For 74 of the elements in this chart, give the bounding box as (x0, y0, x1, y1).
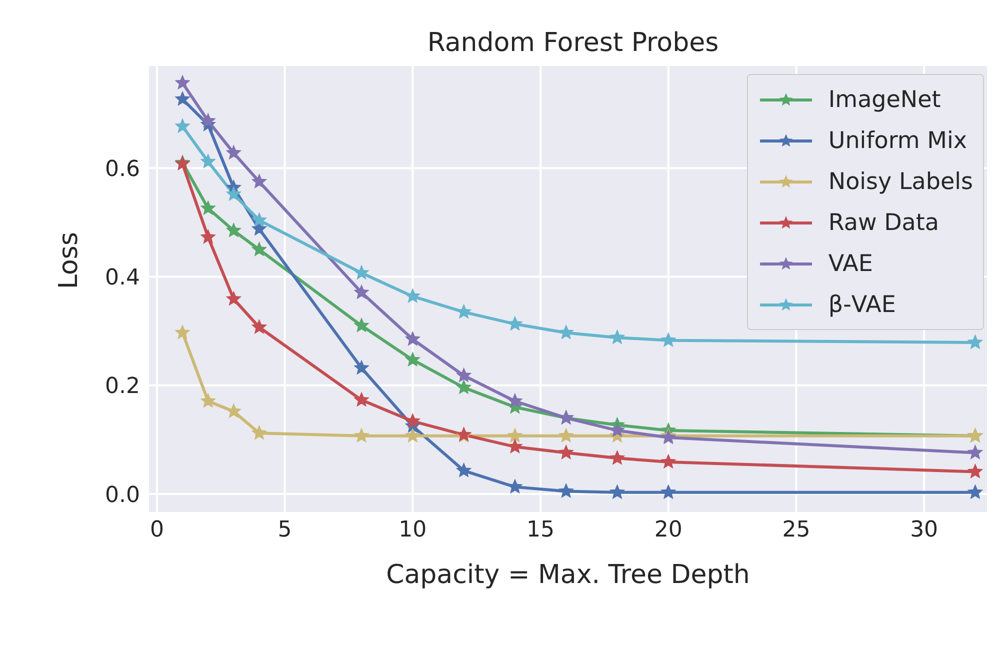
point (558, 428, 574, 442)
x-tick-label: 15 (526, 518, 555, 543)
point (354, 428, 369, 442)
point (226, 292, 241, 306)
point (610, 330, 624, 344)
point (406, 428, 420, 442)
x-tick-label: 10 (398, 518, 427, 543)
point (226, 145, 241, 160)
point (456, 463, 471, 477)
point (175, 75, 190, 90)
point (175, 325, 190, 339)
legend-label: β-VAE (828, 292, 896, 318)
legend-label: VAE (828, 250, 873, 276)
y-tick-label: 0.2 (105, 374, 140, 400)
point (610, 484, 624, 499)
legend-label: ImageNet (828, 86, 941, 112)
point (456, 304, 471, 318)
point (558, 325, 574, 339)
point (968, 445, 982, 459)
point (200, 200, 216, 215)
point (406, 332, 420, 346)
point (200, 113, 216, 128)
point (456, 368, 471, 382)
point (661, 454, 676, 468)
point (252, 212, 266, 226)
x-tick-label: 20 (654, 518, 682, 543)
point (558, 445, 574, 459)
point (252, 426, 266, 440)
point (406, 414, 420, 428)
point (508, 479, 522, 494)
point (200, 230, 216, 244)
point (456, 380, 471, 394)
point (406, 288, 420, 302)
point (508, 316, 522, 330)
point (610, 450, 624, 464)
point (252, 242, 266, 256)
point (508, 439, 522, 453)
point (354, 360, 369, 374)
y-tick-label: 0.4 (105, 266, 140, 291)
point (354, 318, 369, 332)
point (252, 320, 266, 334)
point (661, 484, 676, 499)
y-tick-label: 0.0 (105, 482, 140, 508)
point (968, 464, 982, 478)
legend-label: Noisy Labels (828, 168, 973, 194)
point (226, 404, 241, 418)
chart-title: Random Forest Probes (426, 28, 720, 58)
point (968, 334, 982, 349)
legend-label: Uniform Mix (828, 128, 967, 154)
point (175, 92, 190, 106)
point (252, 174, 266, 188)
x-tick-label: 25 (782, 518, 810, 543)
x-tick-label: 5 (278, 518, 292, 543)
point (508, 428, 522, 442)
x-axis-title: Capacity = Max. Tree Depth (386, 560, 750, 590)
point (226, 223, 241, 237)
point (558, 484, 574, 498)
legend-label: Raw Data (828, 210, 939, 236)
point (661, 332, 676, 346)
y-axis-title: Loss (54, 232, 84, 289)
point (175, 118, 190, 133)
point (508, 394, 522, 408)
point (968, 484, 982, 499)
y-tick-label: 0.6 (105, 156, 140, 182)
point (226, 186, 241, 200)
point (406, 352, 420, 366)
point (354, 265, 369, 280)
point (354, 285, 369, 299)
x-tick-label: 30 (910, 518, 938, 543)
point (200, 394, 216, 408)
point (354, 392, 369, 406)
point (200, 154, 216, 168)
x-tick-label: 0 (150, 518, 164, 543)
point (610, 422, 624, 437)
